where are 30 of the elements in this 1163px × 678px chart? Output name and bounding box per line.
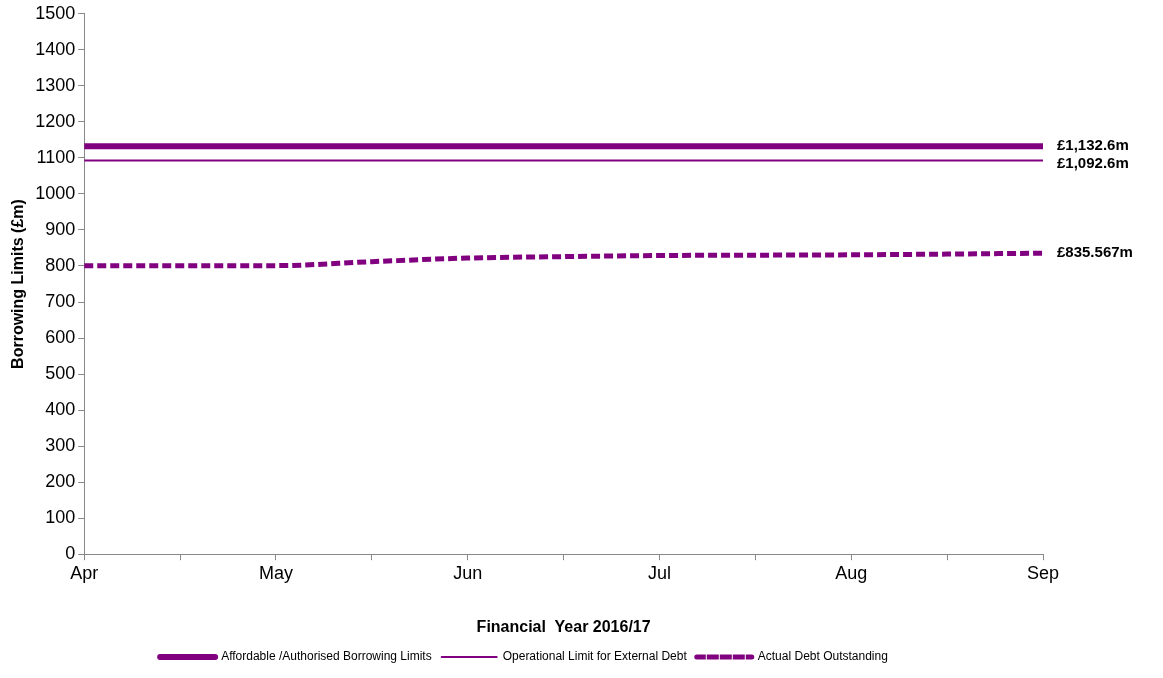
y-tick-label: 1500 [35,2,76,23]
x-tick-label: May [258,562,293,583]
x-tick-label: Sep [1026,562,1060,583]
y-tick-label: 600 [45,327,76,348]
y-tick-label: 200 [45,471,76,492]
x-tick-label: Apr [70,562,99,583]
y-tick-label: 900 [45,218,76,239]
y-tick-label: 1200 [35,110,76,131]
x-tick-label: Jun [453,562,483,583]
annotation: £1,132.6m [1057,136,1129,154]
y-tick-label: 700 [45,290,76,311]
legend-label: Affordable /Authorised Borrowing Limits [221,649,432,664]
y-tick-label: 100 [45,507,76,528]
y-tick-label: 1400 [35,38,76,59]
x-tick-label: Aug [835,562,868,583]
y-tick-label: 400 [45,399,76,420]
x-axis-title: Financial Year 2016/17 [476,617,651,635]
y-tick-label: 1300 [35,74,76,95]
y-tick-label: 0 [65,543,76,564]
y-tick-label: 1000 [35,182,76,203]
annotation: £1,092.6m [1057,153,1129,171]
y-tick-label: 800 [45,254,76,275]
x-tick-label: Jul [647,562,672,583]
y-axis-title: Borrowing Limits (£m) [9,199,27,369]
y-tick-label: 300 [45,435,76,456]
y-tick-label: 500 [45,363,76,384]
y-tick-label: 1100 [36,146,76,167]
annotation: £835.567m [1057,243,1133,261]
legend-label: Actual Debt Outstanding [757,649,888,664]
legend-label: Operational Limit for External Debt [502,649,688,664]
